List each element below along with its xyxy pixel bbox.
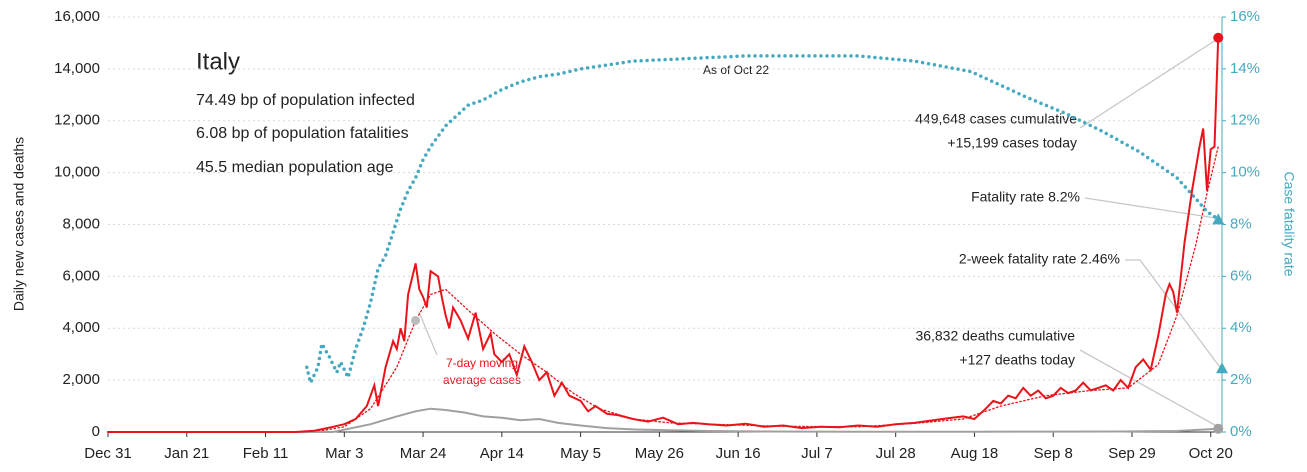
- annotation: +127 deaths today: [959, 352, 1075, 368]
- y-tick-label: 4,000: [62, 319, 100, 336]
- series-line: [305, 54, 1220, 388]
- y-tick-label: 10,000: [54, 164, 100, 181]
- leader-line: [1079, 349, 1223, 430]
- annotation: 7-day moving: [446, 356, 518, 370]
- y-axis-label: Daily new cases and deaths: [11, 137, 27, 311]
- x-tick-label: Aug 18: [951, 445, 999, 462]
- series-line: [107, 36, 1220, 433]
- info: 6.08 bp of population fatalities: [196, 125, 409, 142]
- y2-tick-label: 12%: [1230, 112, 1260, 129]
- x-tick-label: Jul 28: [876, 445, 916, 462]
- leader-line: [1125, 259, 1223, 371]
- x-tick-label: May 5: [560, 445, 601, 462]
- series-line: [107, 407, 1220, 433]
- x-tick-label: Apr 14: [480, 445, 524, 462]
- info: 74.49 bp of population infected: [196, 92, 415, 109]
- annotation: average cases: [443, 373, 521, 387]
- x-tick-label: Oct 20: [1189, 445, 1233, 462]
- x-tick-label: Jan 21: [164, 445, 209, 462]
- end-marker: [1213, 32, 1224, 43]
- y2-tick-label: 2%: [1230, 371, 1252, 388]
- annotation: As of Oct 22: [703, 63, 769, 77]
- annotation: +15,199 cases today: [947, 135, 1077, 151]
- leader-line: [1084, 197, 1223, 220]
- x-tick-label: Sep 29: [1108, 445, 1156, 462]
- end-marker: [1212, 213, 1225, 225]
- x-tick-label: Dec 31: [84, 445, 132, 462]
- y2-tick-label: 0%: [1230, 423, 1252, 440]
- annotation: 36,832 deaths cumulative: [915, 328, 1075, 344]
- chart-title: Italy: [196, 48, 240, 75]
- x-tick-label: May 26: [635, 445, 684, 462]
- x-tick-label: Jul 7: [801, 445, 833, 462]
- leader-line: [418, 311, 438, 356]
- annotation: 449,648 cases cumulative: [915, 111, 1077, 127]
- y2-tick-label: 14%: [1230, 60, 1260, 77]
- x-tick-label: Sep 8: [1034, 445, 1073, 462]
- x-tick-label: Mar 24: [400, 445, 447, 462]
- avg-marker: [411, 315, 421, 325]
- x-tick-label: Feb 11: [243, 445, 289, 462]
- y2-tick-label: 16%: [1230, 8, 1260, 25]
- series-line: [313, 146, 1219, 433]
- y2-tick-label: 6%: [1230, 267, 1252, 284]
- y2-tick-label: 4%: [1230, 319, 1252, 336]
- annotation: 2-week fatality rate 2.46%: [959, 251, 1120, 267]
- annotation: Fatality rate 8.2%: [971, 189, 1080, 205]
- y2-axis-label: Case fatality rate: [1281, 171, 1297, 276]
- y-tick-label: 6,000: [62, 267, 100, 284]
- y-tick-label: 0: [92, 423, 100, 440]
- end-marker: [1213, 423, 1224, 434]
- y-tick-label: 16,000: [54, 8, 100, 25]
- two-week-marker: [1216, 362, 1228, 374]
- info: 45.5 median population age: [196, 159, 394, 176]
- y-tick-label: 2,000: [62, 371, 100, 388]
- x-tick-label: Mar 3: [325, 445, 363, 462]
- leader-line: [1079, 35, 1223, 129]
- y-tick-label: 8,000: [62, 215, 100, 232]
- y2-tick-label: 8%: [1230, 215, 1252, 232]
- y2-tick-label: 10%: [1230, 164, 1260, 181]
- y-tick-label: 12,000: [54, 112, 100, 129]
- y-tick-label: 14,000: [54, 60, 100, 77]
- x-tick-label: Jun 16: [716, 445, 761, 462]
